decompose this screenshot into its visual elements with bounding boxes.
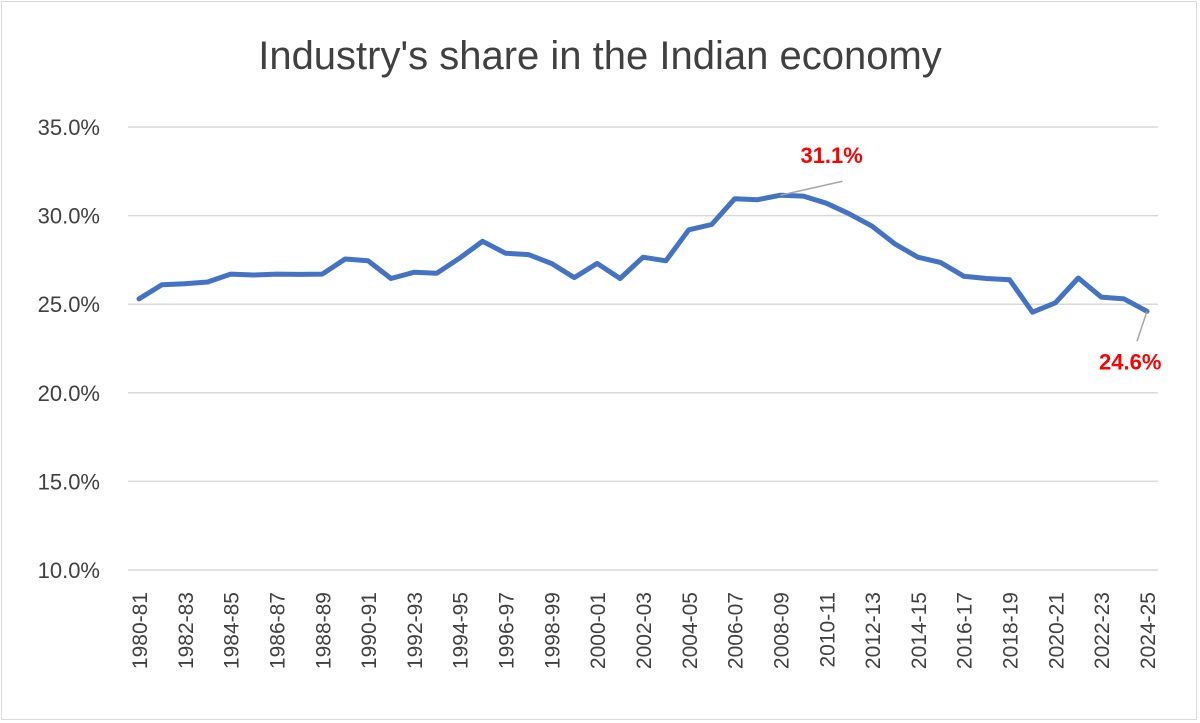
chart-title: Industry's share in the Indian economy [258, 34, 942, 78]
x-tick-label: 1982-83 [175, 592, 198, 669]
y-tick-label: 20.0% [38, 381, 100, 406]
x-tick-label: 1980-81 [129, 592, 152, 669]
x-tick-label: 1994-95 [450, 592, 473, 669]
x-tick-label: 1984-85 [221, 592, 244, 669]
gridlines [128, 126, 1158, 571]
x-tick-label: 2022-23 [1091, 592, 1114, 669]
y-tick-label: 15.0% [38, 469, 100, 494]
x-tick-label: 1998-99 [541, 592, 564, 669]
x-tick-label: 2004-05 [679, 592, 702, 669]
x-tick-label: 2024-25 [1137, 592, 1160, 669]
x-tick-label: 1996-97 [496, 592, 519, 669]
x-tick-label: 2000-01 [587, 592, 610, 669]
annotation-leader-line [1136, 311, 1148, 342]
series-layer [136, 192, 1150, 315]
annotations: 31.1% 24.6% [780, 143, 1161, 374]
series-line [136, 192, 1150, 315]
data-label: 24.6% [1099, 349, 1161, 374]
x-tick-label: 2012-13 [862, 592, 885, 669]
y-axis-labels: 10.0% 15.0% 20.0% 25.0% 30.0% 35.0% [38, 115, 100, 583]
x-tick-label: 2014-15 [908, 592, 931, 669]
y-tick-label: 10.0% [38, 558, 100, 583]
y-tick-label: 25.0% [38, 292, 100, 317]
y-tick-label: 30.0% [38, 204, 100, 229]
x-tick-label: 2020-21 [1045, 592, 1068, 669]
x-tick-label: 1988-89 [312, 592, 335, 669]
x-tick-label: 1986-87 [266, 592, 289, 669]
x-tick-label: 2002-03 [633, 592, 656, 669]
y-tick-label: 35.0% [38, 115, 100, 140]
x-axis-labels: 1980-81 1982-83 1984-85 1986-87 1988-89 1990-… [129, 592, 1160, 669]
x-tick-label: 2006-07 [725, 592, 748, 669]
annotation-leader-line [780, 180, 843, 196]
x-tick-label: 1992-93 [404, 592, 427, 669]
x-tick-label: 2018-19 [1000, 592, 1023, 669]
x-tick-label: 1990-91 [358, 592, 381, 669]
x-tick-label: 2016-17 [954, 592, 977, 669]
x-tick-label: 2008-09 [770, 592, 793, 669]
data-label: 31.1% [800, 143, 862, 168]
x-tick-label: 2010-11 [816, 592, 839, 668]
